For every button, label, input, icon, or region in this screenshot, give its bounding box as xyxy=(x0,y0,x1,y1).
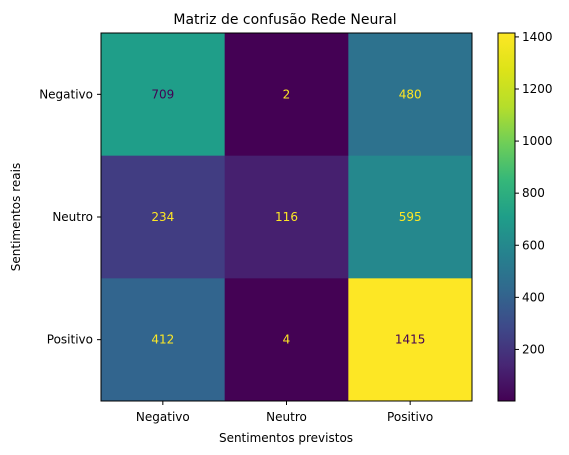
colorbar-tick-label: 1400 xyxy=(522,30,553,44)
colorbar-tick-label: 600 xyxy=(522,238,545,252)
cell-value-label: 412 xyxy=(151,333,174,347)
cell-value-label: 1415 xyxy=(395,333,426,347)
x-axis-ticks: Negativo Neutro Positivo xyxy=(136,401,433,424)
colorbar-tick-label: 1000 xyxy=(522,134,553,148)
y-axis-ticks: Negativo Neutro Positivo xyxy=(39,87,101,347)
cell-value-label: 116 xyxy=(275,210,298,224)
y-tick-label: Negativo xyxy=(39,87,93,101)
x-tick-label: Negativo xyxy=(136,410,190,424)
cell-value-label: 234 xyxy=(151,210,174,224)
y-tick-label: Positivo xyxy=(47,333,93,347)
heatmap-cell xyxy=(101,278,226,402)
colorbar-tick-label: 400 xyxy=(522,290,545,304)
cell-value-label: 4 xyxy=(283,333,291,347)
heatmap-cells xyxy=(101,33,473,402)
x-tick-label: Positivo xyxy=(387,410,433,424)
y-axis-label: Sentimentos reais xyxy=(9,163,23,271)
heatmap-cell xyxy=(101,155,226,279)
cell-value-label: 480 xyxy=(399,87,422,101)
heatmap-cell xyxy=(224,278,349,402)
heatmap-cell xyxy=(224,155,349,279)
heatmap-cell xyxy=(101,33,226,157)
heatmap-cell xyxy=(224,33,349,157)
heatmap-cell xyxy=(348,33,473,157)
x-tick-label: Neutro xyxy=(266,410,307,424)
colorbar-ticks: 200 400 600 800 1000 1200 1400 xyxy=(515,30,553,356)
colorbar xyxy=(497,32,516,402)
colorbar-tick-label: 1200 xyxy=(522,82,553,96)
heatmap-cell-labels: 709 2 480 234 116 595 412 4 1415 xyxy=(151,87,425,346)
chart-title: Matriz de confusão Rede Neural xyxy=(173,12,396,28)
cell-value-label: 2 xyxy=(283,87,291,101)
heatmap-cell xyxy=(348,155,473,279)
heatmap-cell xyxy=(348,278,473,402)
y-tick-label: Neutro xyxy=(52,210,93,224)
colorbar-tick-label: 200 xyxy=(522,342,545,356)
x-axis-label: Sentimentos previstos xyxy=(219,431,353,445)
cell-value-label: 595 xyxy=(399,210,422,224)
cell-value-label: 709 xyxy=(151,87,174,101)
colorbar-tick-label: 800 xyxy=(522,186,545,200)
